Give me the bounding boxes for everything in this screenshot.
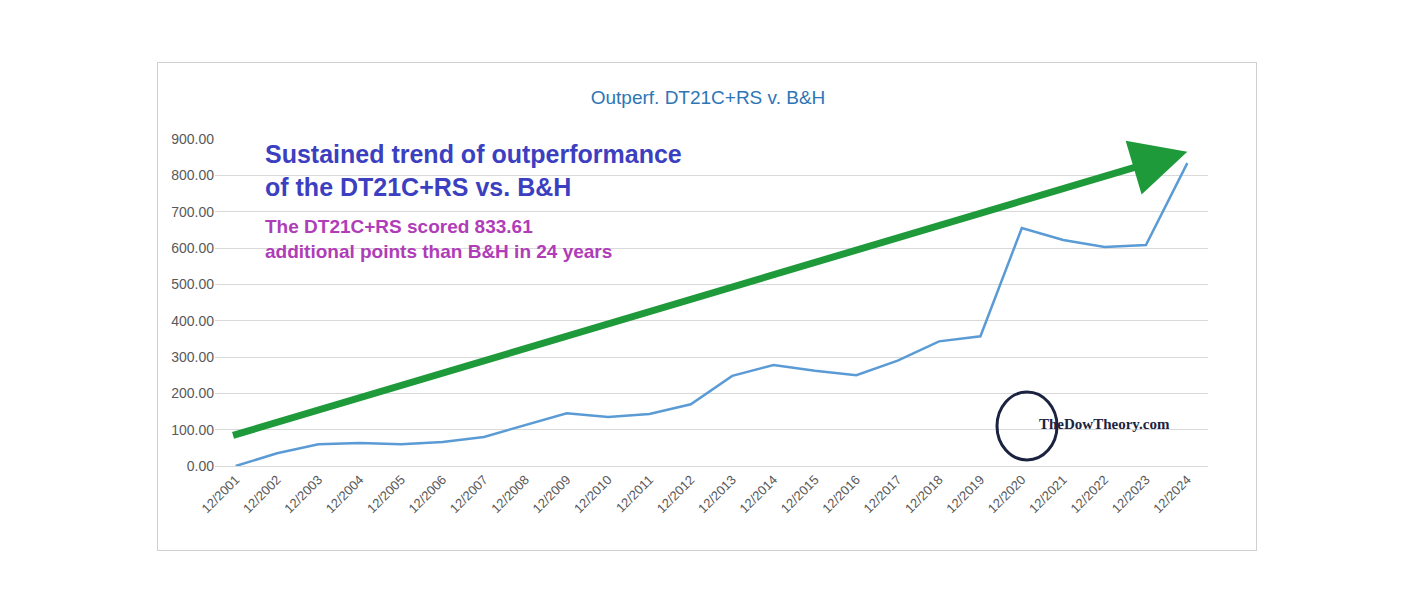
svg-text:12/2004: 12/2004 — [323, 472, 367, 516]
svg-text:12/2022: 12/2022 — [1067, 472, 1111, 516]
svg-text:12/2019: 12/2019 — [943, 472, 987, 516]
svg-text:12/2021: 12/2021 — [1026, 472, 1070, 516]
svg-text:12/2008: 12/2008 — [488, 472, 532, 516]
svg-text:12/2002: 12/2002 — [240, 472, 284, 516]
svg-text:12/2007: 12/2007 — [447, 472, 491, 516]
svg-text:200.00: 200.00 — [171, 385, 214, 401]
svg-text:12/2020: 12/2020 — [985, 472, 1029, 516]
svg-text:700.00: 700.00 — [171, 204, 214, 220]
svg-text:12/2017: 12/2017 — [861, 472, 905, 516]
svg-text:900.00: 900.00 — [171, 131, 214, 147]
svg-text:Outperf. DT21C+RS v. B&H: Outperf. DT21C+RS v. B&H — [591, 87, 826, 108]
svg-text:12/2014: 12/2014 — [736, 472, 780, 516]
svg-text:The DT21C+RS scored 833.61addi: The DT21C+RS scored 833.61additional poi… — [265, 216, 612, 262]
svg-text:12/2015: 12/2015 — [778, 472, 822, 516]
svg-text:12/2005: 12/2005 — [364, 472, 408, 516]
svg-text:TheDowTheory.com: TheDowTheory.com — [1039, 416, 1170, 432]
svg-text:12/2013: 12/2013 — [695, 472, 739, 516]
svg-text:12/2003: 12/2003 — [281, 472, 325, 516]
svg-text:12/2001: 12/2001 — [199, 472, 243, 516]
svg-text:500.00: 500.00 — [171, 276, 214, 292]
svg-text:12/2024: 12/2024 — [1150, 472, 1194, 516]
svg-text:12/2018: 12/2018 — [902, 472, 946, 516]
svg-text:12/2009: 12/2009 — [530, 472, 574, 516]
svg-text:800.00: 800.00 — [171, 167, 214, 183]
svg-text:12/2006: 12/2006 — [405, 472, 449, 516]
svg-text:12/2010: 12/2010 — [571, 472, 615, 516]
svg-text:12/2016: 12/2016 — [819, 472, 863, 516]
svg-text:12/2012: 12/2012 — [654, 472, 698, 516]
svg-text:100.00: 100.00 — [171, 422, 214, 438]
svg-text:12/2023: 12/2023 — [1109, 472, 1153, 516]
svg-text:12/2011: 12/2011 — [613, 472, 656, 515]
svg-text:Sustained trend of outperforma: Sustained trend of outperformanceof the … — [265, 140, 682, 201]
svg-text:600.00: 600.00 — [171, 240, 214, 256]
svg-text:300.00: 300.00 — [171, 349, 214, 365]
svg-text:400.00: 400.00 — [171, 313, 214, 329]
svg-text:0.00: 0.00 — [187, 458, 214, 474]
